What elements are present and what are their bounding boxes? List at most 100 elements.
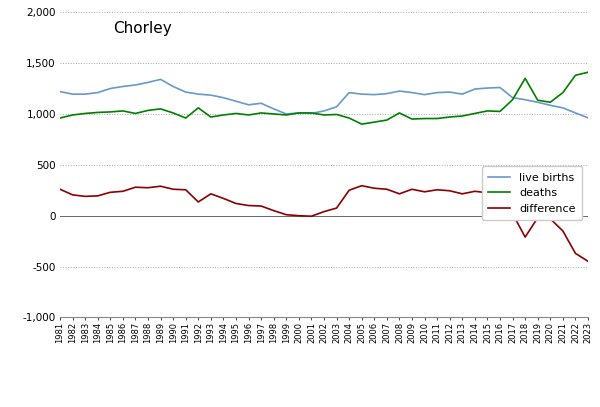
live births [220,95,227,100]
difference [207,191,214,196]
deaths [496,109,503,114]
difference [270,208,277,213]
difference [584,259,592,264]
live births [257,101,265,106]
difference [245,203,252,208]
difference [182,187,190,192]
difference [283,212,290,217]
live births [584,116,592,120]
live births [157,77,164,82]
Text: Chorley: Chorley [113,22,172,36]
deaths [308,110,315,116]
difference [107,190,114,195]
live births [521,97,529,102]
live births [458,92,466,96]
live births [56,89,64,94]
difference [82,194,89,199]
deaths [283,113,290,118]
difference [383,187,391,192]
difference [145,185,152,190]
difference [220,196,227,201]
deaths [484,109,491,114]
deaths [182,116,190,120]
deaths [119,109,127,114]
live births [509,95,516,100]
difference [534,215,541,220]
Line: live births: live births [60,79,588,118]
deaths [434,116,441,121]
difference [257,204,265,208]
live births [396,89,403,94]
difference [94,193,101,198]
deaths [383,118,391,123]
difference [572,251,579,256]
difference [446,188,454,193]
deaths [371,120,378,125]
difference [421,189,428,194]
deaths [295,110,302,116]
live births [207,93,214,98]
difference [308,214,315,219]
deaths [220,113,227,118]
live births [308,111,315,116]
deaths [207,115,214,120]
live births [270,107,277,112]
deaths [333,112,340,117]
Line: difference: difference [60,186,588,261]
live births [559,105,566,110]
live births [82,92,89,96]
Legend: live births, deaths, difference: live births, deaths, difference [482,166,583,220]
deaths [534,98,541,103]
deaths [170,110,177,116]
live births [409,90,416,95]
deaths [346,116,353,120]
deaths [145,108,152,113]
difference [170,187,177,192]
difference [320,209,328,214]
deaths [132,111,139,116]
difference [409,187,416,192]
deaths [257,110,265,116]
live births [371,92,378,97]
deaths [446,115,454,120]
live births [232,99,239,104]
deaths [245,113,252,118]
live births [245,103,252,107]
difference [521,234,529,239]
live births [496,85,503,90]
live births [446,90,454,94]
live births [572,110,579,116]
deaths [584,70,592,75]
difference [484,190,491,195]
live births [547,103,554,108]
difference [396,191,403,196]
live births [145,80,152,85]
difference [559,229,566,234]
difference [358,183,365,188]
deaths [358,122,365,127]
deaths [194,105,202,110]
difference [232,201,239,206]
live births [383,91,391,96]
difference [132,185,139,190]
difference [496,189,503,194]
difference [547,217,554,221]
deaths [458,114,466,118]
difference [434,187,441,192]
deaths [572,73,579,78]
deaths [320,113,328,118]
Line: deaths: deaths [60,72,588,124]
deaths [509,97,516,102]
deaths [56,116,64,120]
deaths [94,110,101,115]
deaths [107,109,114,114]
live births [107,86,114,91]
live births [94,90,101,95]
live births [182,90,190,94]
live births [534,100,541,105]
deaths [270,112,277,116]
difference [333,206,340,210]
live births [69,92,76,96]
live births [346,90,353,95]
live births [320,109,328,114]
